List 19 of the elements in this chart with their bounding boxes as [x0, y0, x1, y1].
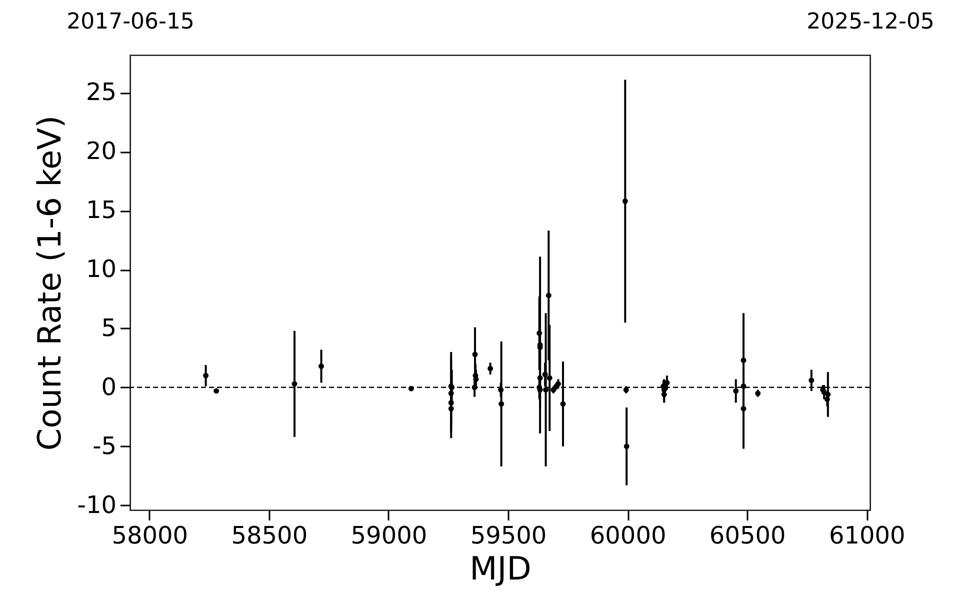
x-tick-label: 61000: [828, 522, 906, 550]
x-tick-label: 60500: [709, 522, 786, 550]
x-tick-label: 58500: [231, 522, 308, 550]
y-tick-label: 0: [101, 372, 116, 401]
y-tick-label: 20: [86, 137, 116, 166]
x-tick-label: 59000: [350, 522, 428, 550]
x-tick-label: 58000: [112, 522, 188, 550]
x-axis-title: MJD: [470, 550, 532, 588]
x2-tick-label: 2025-12-05: [806, 10, 934, 34]
y-tick-label: 15: [86, 196, 116, 224]
y-axis-title: Count Rate (1-6 keV): [30, 115, 68, 451]
y-tick-label: 25: [86, 78, 116, 106]
y-tick-label: -10: [77, 490, 116, 519]
x-tick-label: 60000: [590, 522, 666, 550]
y-tick-label: -5: [92, 432, 116, 460]
x-tick-label: 59500: [470, 522, 547, 550]
x2-tick-label: 2017-06-15: [66, 10, 194, 34]
y-tick-label: 5: [101, 314, 116, 342]
y-tick-label: 10: [86, 255, 116, 284]
